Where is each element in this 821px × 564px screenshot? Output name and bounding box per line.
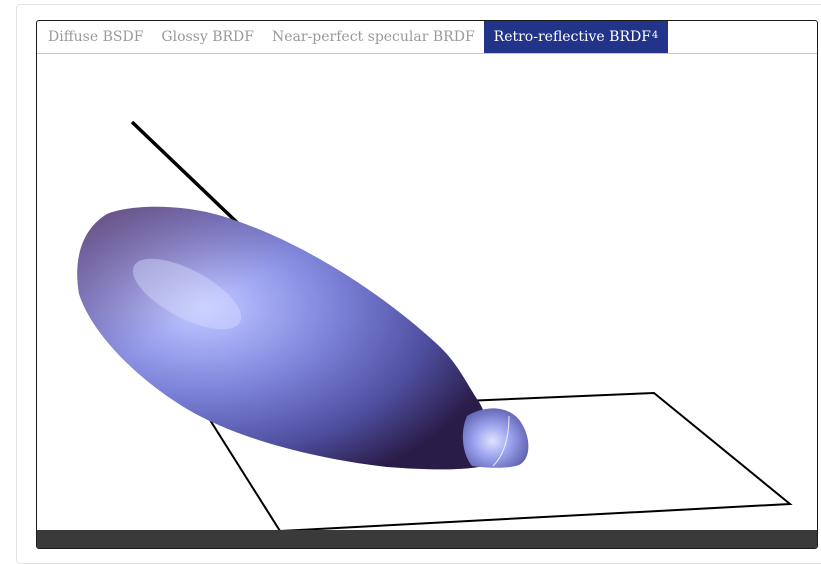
surface-plane [203,391,793,530]
brdf-3d-render [77,120,793,530]
tab-retro-reflective-brdf[interactable]: Retro-reflective BRDF 4 [483,21,669,53]
viewer-bottom-bar [37,530,817,548]
tab-label: Near-perfect specular BRDF [272,29,475,45]
brdf-viewer-panel: Diffuse BSDF Glossy BRDF Near-perfect sp… [36,20,818,549]
incident-ray [130,120,249,234]
tab-superscript: 4 [651,29,659,41]
tab-diffuse-bsdf[interactable]: Diffuse BSDF [39,21,152,53]
tab-label: Diffuse BSDF [48,29,144,45]
tab-label: Glossy BRDF [161,29,254,45]
tab-near-perfect-specular-brdf[interactable]: Near-perfect specular BRDF [263,21,484,53]
3d-viewport[interactable] [37,54,817,530]
tab-bar: Diffuse BSDF Glossy BRDF Near-perfect sp… [37,21,817,54]
tab-glossy-brdf[interactable]: Glossy BRDF [152,21,263,53]
retro-reflective-lobe [77,206,529,470]
tab-label: Retro-reflective BRDF [493,29,651,45]
